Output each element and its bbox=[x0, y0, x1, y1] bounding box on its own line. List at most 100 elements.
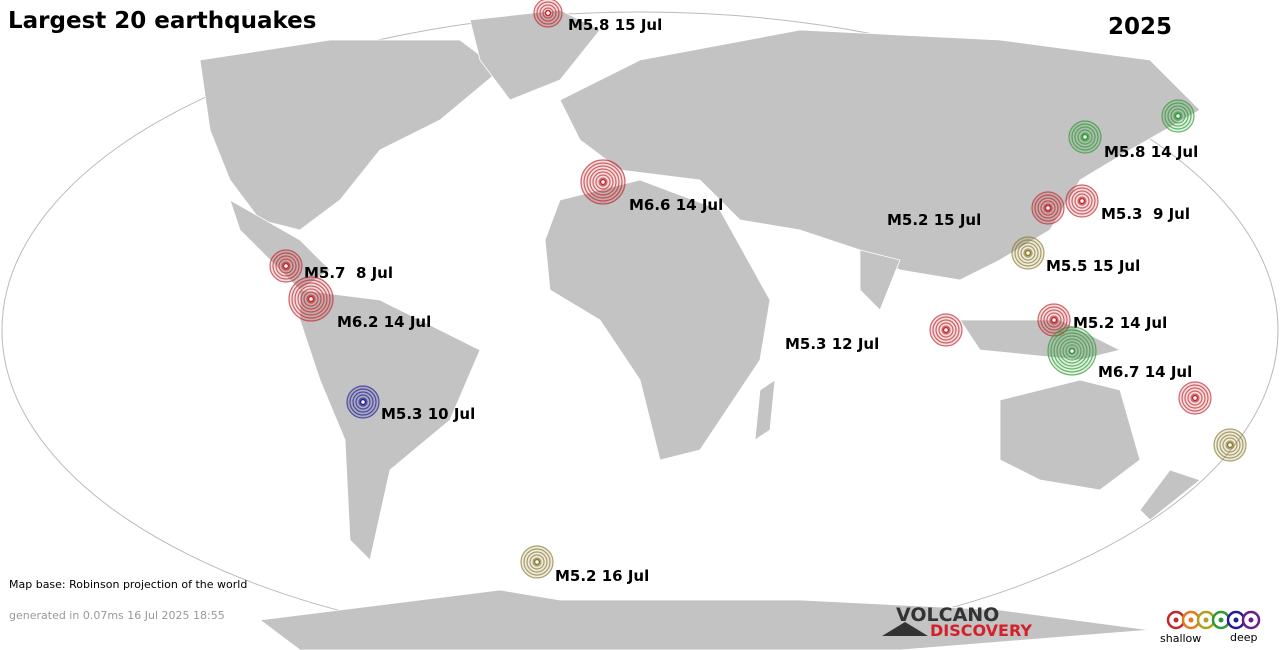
quake-center bbox=[1081, 133, 1089, 141]
logo-bottom: DISCOVERY bbox=[930, 621, 1032, 640]
quake-center bbox=[1078, 197, 1086, 205]
legend-dot bbox=[1188, 617, 1194, 623]
quake-label: M5.8 14 Jul bbox=[1104, 143, 1198, 161]
quake-ring bbox=[1225, 440, 1235, 450]
quake-ring bbox=[1077, 129, 1093, 145]
quake-ring bbox=[297, 285, 325, 313]
quake-ring bbox=[294, 282, 328, 316]
quake-ring bbox=[1170, 108, 1186, 124]
quake-ring bbox=[1184, 387, 1206, 409]
logo-icon bbox=[882, 622, 928, 636]
quake-ring bbox=[1065, 344, 1079, 358]
quake-ring bbox=[523, 548, 551, 576]
quake-ring bbox=[1068, 187, 1096, 215]
quake-ring bbox=[932, 316, 960, 344]
quake-ring bbox=[278, 258, 294, 274]
quake-ring bbox=[1017, 242, 1039, 264]
quake-ring bbox=[1040, 200, 1056, 216]
quake-ring bbox=[1053, 332, 1091, 370]
quake-center bbox=[282, 262, 290, 270]
quake-label: M6.7 14 Jul bbox=[1098, 363, 1192, 381]
quake-center bbox=[1068, 347, 1076, 355]
quake-center bbox=[1050, 316, 1058, 324]
quake-center bbox=[942, 326, 950, 334]
year: 2025 bbox=[1108, 14, 1172, 40]
quake-ring bbox=[358, 397, 368, 407]
quake-ring bbox=[1062, 341, 1082, 361]
legend-dot bbox=[1233, 617, 1239, 623]
quake-ring bbox=[275, 255, 297, 277]
quake-label: M5.7 8 Jul bbox=[304, 264, 393, 282]
quake-ring bbox=[1187, 390, 1203, 406]
quake-center bbox=[1226, 441, 1234, 449]
quake-label: M5.2 14 Jul bbox=[1073, 314, 1167, 332]
quake-label: M5.5 15 Jul bbox=[1046, 257, 1140, 275]
quake-ring bbox=[1074, 193, 1090, 209]
quake-ring bbox=[291, 279, 331, 319]
quake-ring bbox=[1059, 338, 1085, 364]
quake-ring bbox=[1056, 335, 1088, 367]
quake-ring bbox=[1216, 431, 1244, 459]
quake-ring bbox=[1167, 105, 1189, 127]
quake-ring bbox=[1014, 239, 1042, 267]
quake-ring bbox=[938, 322, 954, 338]
quake-ring bbox=[1077, 196, 1087, 206]
quake-ring bbox=[592, 171, 614, 193]
quake-ring bbox=[1071, 123, 1099, 151]
quake-ring bbox=[349, 388, 377, 416]
quake-ring bbox=[300, 288, 322, 310]
quake-ring bbox=[1037, 197, 1059, 219]
quake-ring bbox=[542, 7, 554, 19]
quake-ring bbox=[1222, 437, 1238, 453]
quake-center bbox=[1174, 112, 1182, 120]
quake-ring bbox=[595, 174, 611, 190]
quake-ring bbox=[935, 319, 957, 341]
quake-center bbox=[359, 398, 367, 406]
quake-ring bbox=[306, 294, 316, 304]
quake-ring bbox=[1190, 393, 1200, 403]
quake-label: M5.2 16 Jul bbox=[555, 567, 649, 585]
quake-center bbox=[599, 178, 607, 186]
quake-ring bbox=[941, 325, 951, 335]
quake-center bbox=[533, 558, 541, 566]
quakes: M5.8 15 Jul M6.6 14 Jul M5.7 8 Jul M6.2 14 … bbox=[269, 0, 1247, 585]
legend-dot bbox=[1248, 617, 1254, 623]
quake-label: M5.3 9 Jul bbox=[1101, 205, 1190, 223]
quake-ring bbox=[1181, 384, 1209, 412]
quake-label: M5.8 15 Jul bbox=[568, 16, 662, 34]
quake-center bbox=[544, 9, 552, 17]
quake-label: M6.6 14 Jul bbox=[629, 196, 723, 214]
quake-ring bbox=[1034, 194, 1062, 222]
legend-deep: deep bbox=[1230, 631, 1258, 644]
quake-ring bbox=[583, 162, 623, 202]
quake-ring bbox=[1043, 203, 1053, 213]
quake-label: M5.3 10 Jul bbox=[381, 405, 475, 423]
quake-ring bbox=[536, 1, 560, 25]
quake-ring bbox=[1071, 190, 1093, 212]
map-note: Map base: Robinson projection of the wor… bbox=[9, 578, 247, 591]
quake-ring bbox=[1020, 245, 1036, 261]
title: Largest 20 earthquakes bbox=[8, 8, 316, 34]
quake-ring bbox=[589, 168, 617, 196]
legend-shallow: shallow bbox=[1160, 632, 1201, 645]
quake-ring bbox=[529, 554, 545, 570]
quake-ring bbox=[281, 261, 291, 271]
legend-dot bbox=[1203, 617, 1209, 623]
quake-ring bbox=[1046, 312, 1062, 328]
quake-ring bbox=[598, 177, 608, 187]
quake-ring bbox=[1050, 329, 1094, 373]
quake-center bbox=[1044, 204, 1052, 212]
quake-ring bbox=[1043, 309, 1065, 331]
quake-ring bbox=[1164, 102, 1192, 130]
quake-center bbox=[1191, 394, 1199, 402]
quake-ring bbox=[1040, 306, 1068, 334]
quake-ring bbox=[586, 165, 620, 199]
quake-ring bbox=[1173, 111, 1183, 121]
quake-ring bbox=[1049, 315, 1059, 325]
quake-ring bbox=[1080, 132, 1090, 142]
quake-ring bbox=[352, 391, 374, 413]
quake-center bbox=[307, 295, 315, 303]
quake-ring bbox=[1219, 434, 1241, 456]
legend-dot bbox=[1173, 617, 1179, 623]
quake-ring bbox=[272, 252, 300, 280]
